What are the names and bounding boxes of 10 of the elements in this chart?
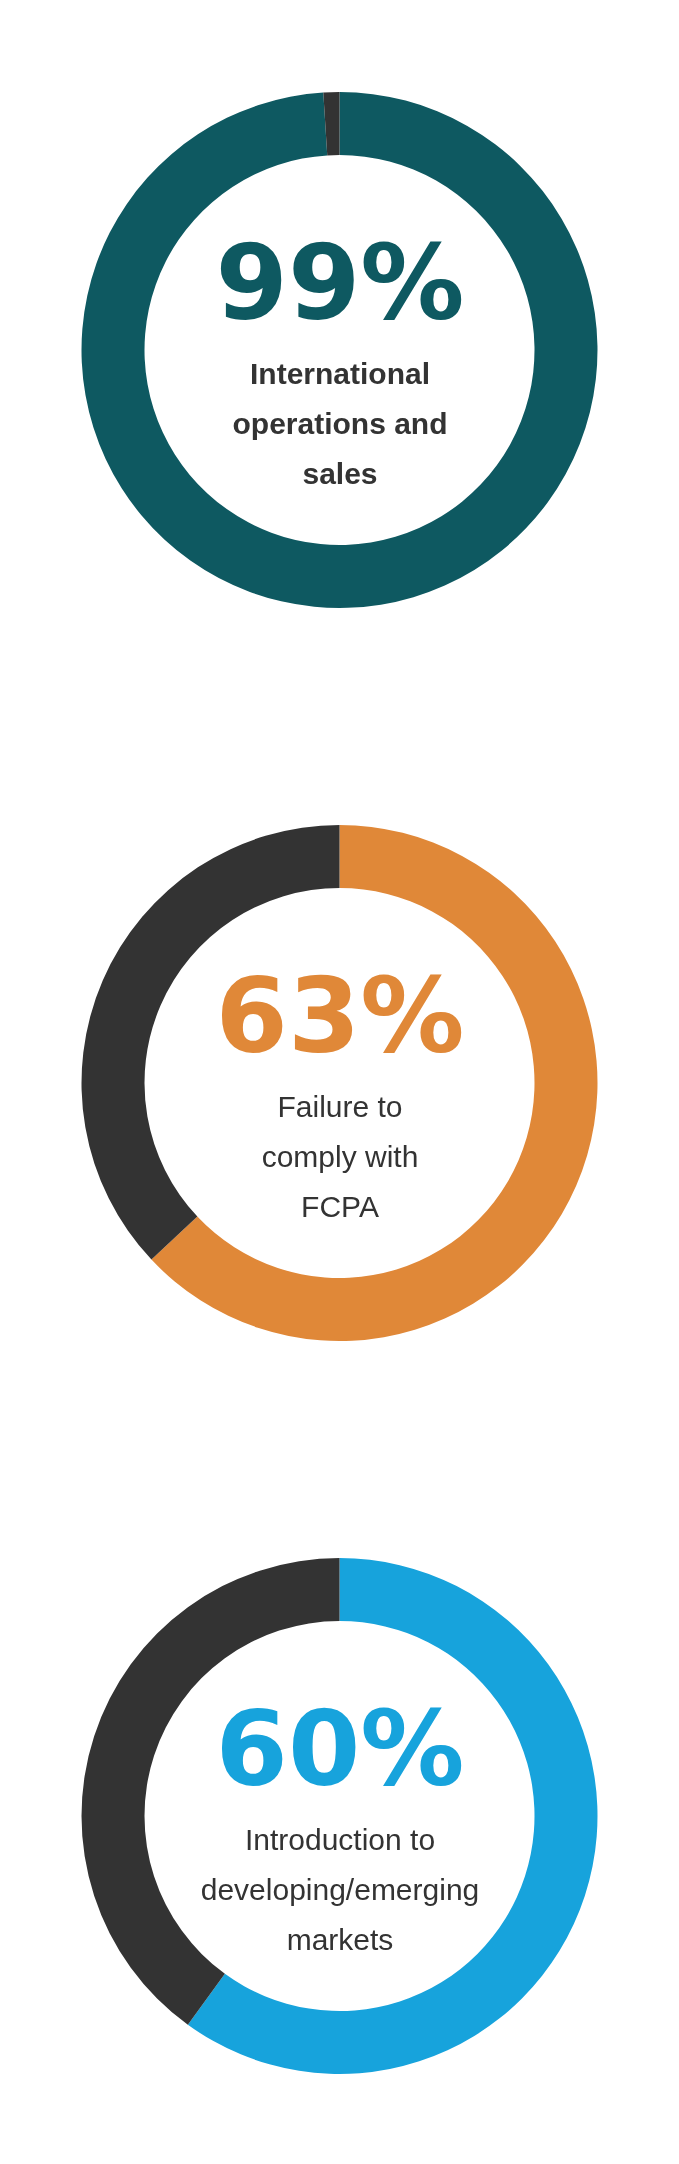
slice-label: Failure to comply with FCPA [261,1090,419,1223]
donut-slice [323,92,340,156]
data-label: 63% [215,955,465,1077]
data-label: 60% [215,1688,465,1810]
donut-slice [81,92,598,608]
donut-slice [187,1558,598,2074]
slice-label: Introduction to developing/emerging markets [200,1823,480,1956]
slice-label: International operations and sales [232,357,448,490]
donut-slice [151,825,598,1341]
data-label: 99% [215,222,465,344]
